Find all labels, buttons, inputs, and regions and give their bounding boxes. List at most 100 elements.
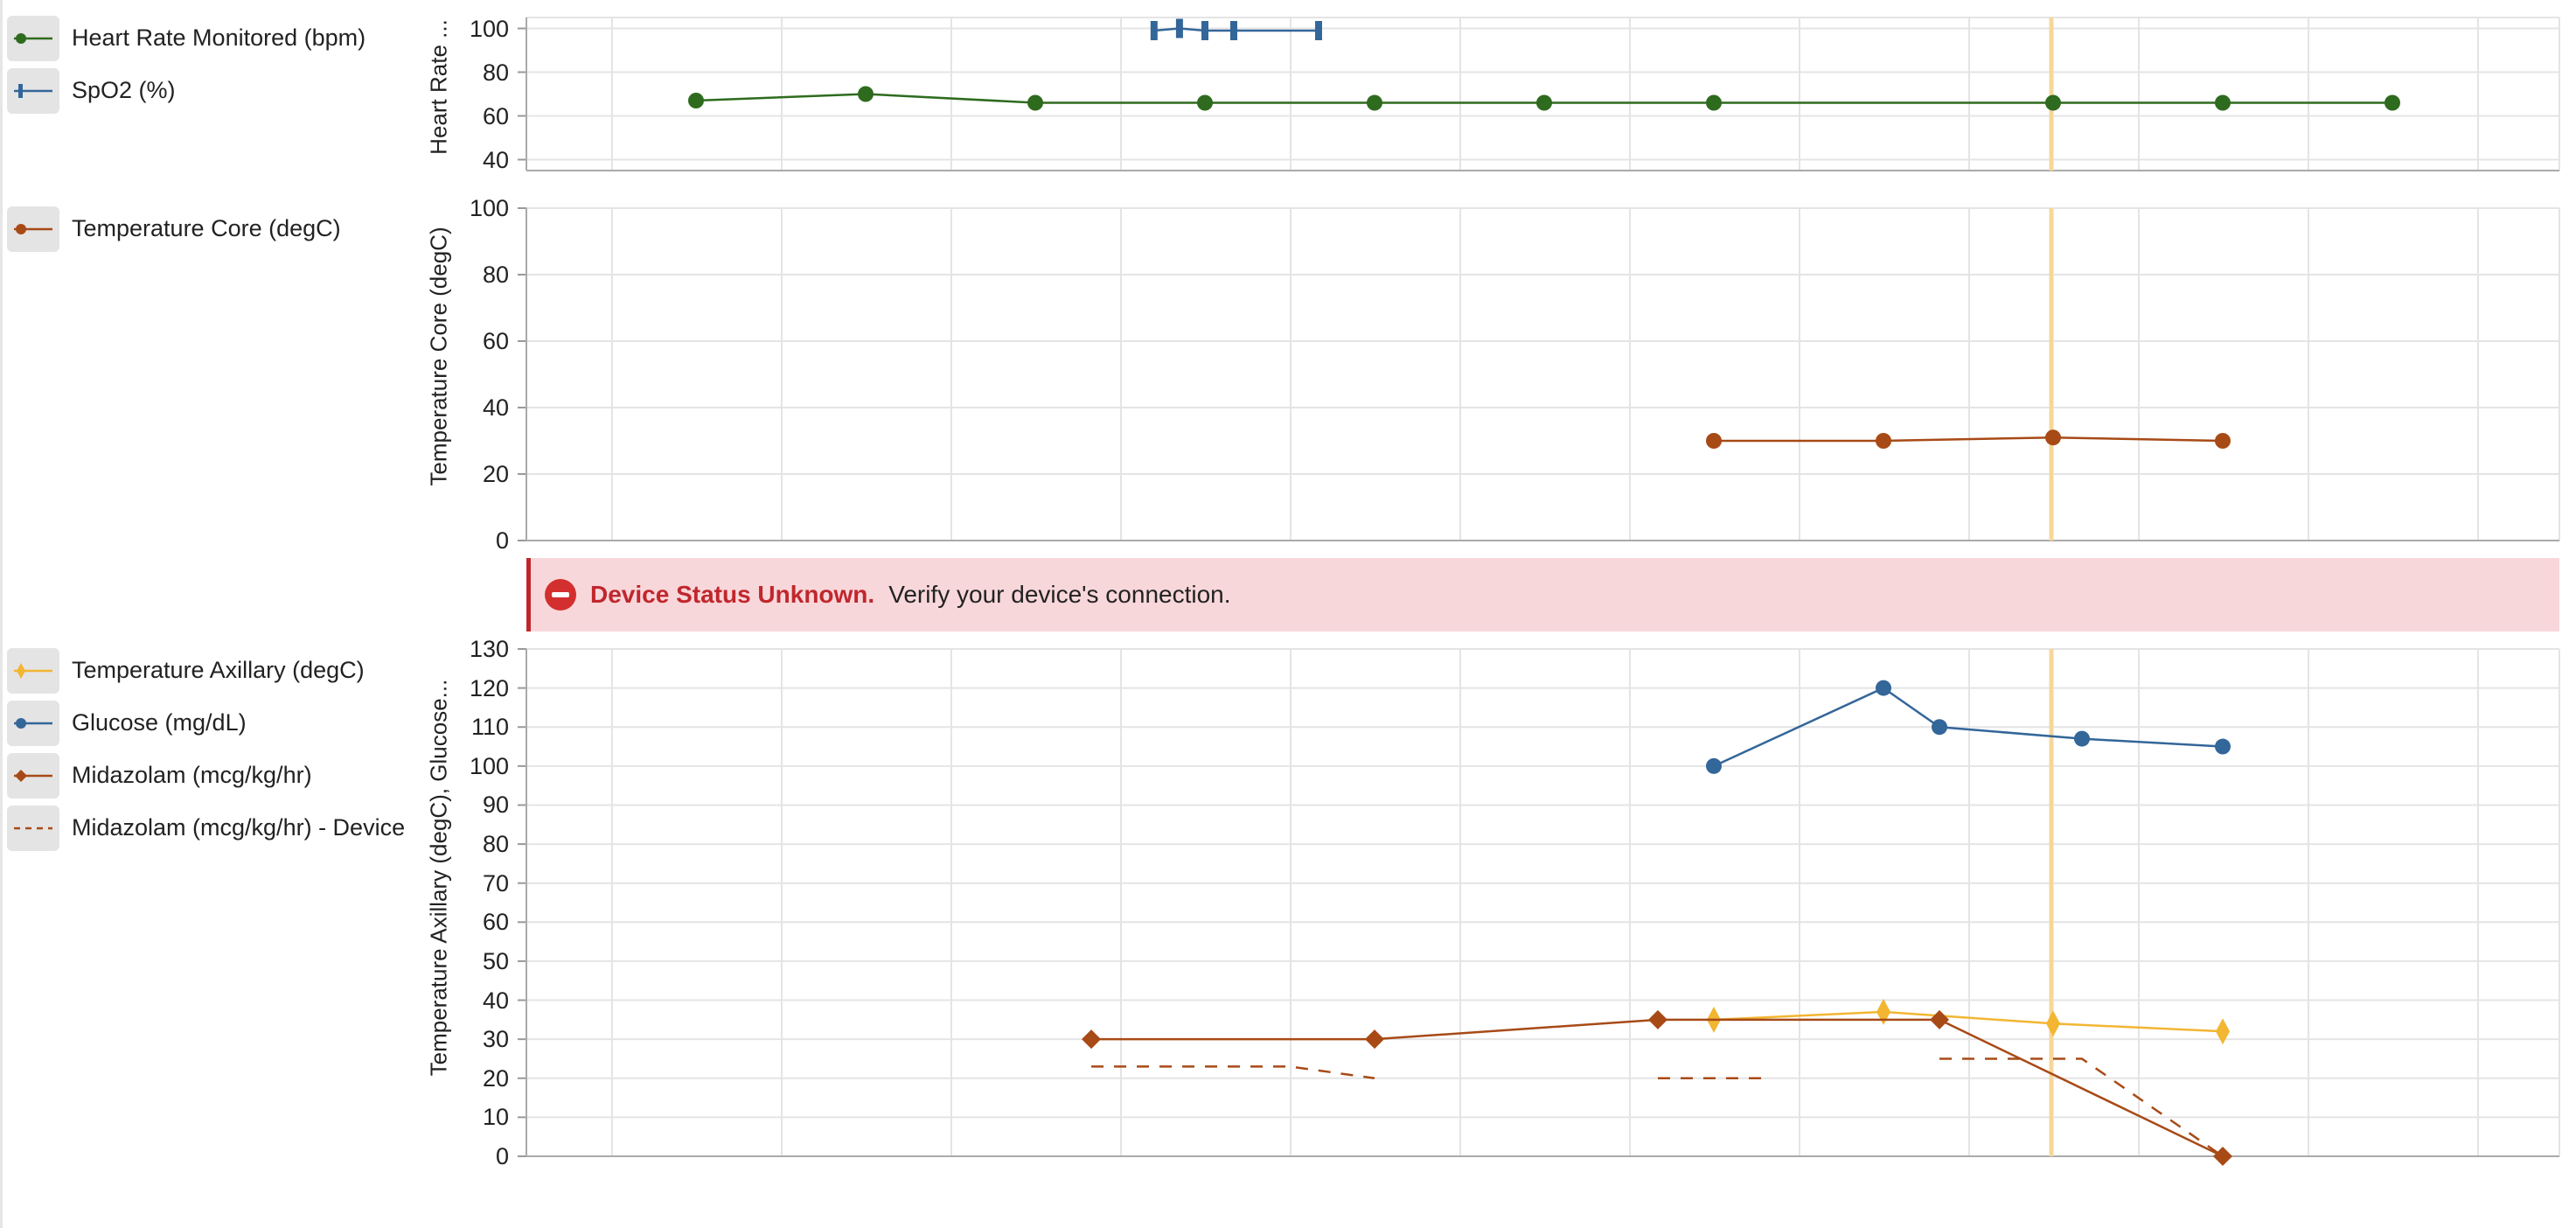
y-tick-label: 60 <box>482 102 509 129</box>
data-point <box>1706 433 1722 449</box>
legend-axillary-glucose-midazolam: Temperature Axillary (degC) Glucose (mg/d… <box>7 648 409 858</box>
legend-label: Temperature Core (degC) <box>72 215 341 241</box>
series-temperature-core-degc- <box>1706 429 2231 449</box>
legend-heart-spo2: Heart Rate Monitored (bpm) SpO2 (%) <box>7 16 409 121</box>
y-tick-label: 100 <box>469 195 509 221</box>
legend-label: SpO2 (%) <box>72 77 176 103</box>
line-bar-icon <box>7 68 59 114</box>
data-point <box>2045 94 2061 111</box>
data-point <box>2216 1018 2230 1045</box>
dashed-line-icon <box>7 806 59 851</box>
data-point <box>1229 21 1237 40</box>
line-circle-icon <box>7 206 59 252</box>
series-line <box>1714 436 2224 443</box>
data-point <box>1367 94 1382 111</box>
data-point <box>2215 94 2231 111</box>
series-line <box>695 93 2392 104</box>
series-dashed-segment <box>1091 1065 1375 1080</box>
series-spo2- <box>1150 18 1322 40</box>
y-tick-label: 60 <box>482 909 509 936</box>
y-tick-label: 80 <box>482 831 509 858</box>
series-temperature-axillary-degc- <box>1707 998 2230 1045</box>
data-point <box>1175 18 1183 38</box>
data-point <box>1150 21 1158 40</box>
y-tick-label: 90 <box>482 792 509 819</box>
data-point <box>1876 998 1890 1025</box>
y-tick-label: 80 <box>482 59 509 86</box>
data-point <box>1082 1029 1102 1050</box>
line-circle-icon <box>7 16 59 61</box>
left-edge-rule <box>0 0 3 1228</box>
legend-label: Heart Rate Monitored (bpm) <box>72 24 366 51</box>
device-status-banner: Device Status Unknown. Verify your devic… <box>526 558 2559 631</box>
chart-panel-1 <box>518 207 2560 541</box>
legend-item[interactable]: Midazolam (mcg/kg/hr) <box>7 753 409 799</box>
series-glucose-mg-dl- <box>1706 680 2231 774</box>
data-point <box>1197 94 1213 111</box>
data-point <box>1930 1009 1950 1029</box>
data-point <box>2045 429 2061 446</box>
data-point <box>1201 21 1208 40</box>
series-dashed-segment <box>1939 1057 2224 1158</box>
legend-item[interactable]: Temperature Axillary (degC) <box>7 648 409 694</box>
legend-label: Midazolam (mcg/kg/hr) - Device <box>72 814 406 841</box>
y-tick-label: 110 <box>470 714 509 741</box>
line-thin-diamond-icon <box>7 648 59 694</box>
y-tick-label: 10 <box>482 1104 509 1131</box>
banner-title: Device Status Unknown. <box>590 581 875 608</box>
series-midazolam-mcg-kg-hr- <box>1082 1009 2232 1166</box>
data-point <box>1027 94 1043 111</box>
y-tick-label: 40 <box>482 394 509 421</box>
y-tick-label: 0 <box>495 527 509 554</box>
y-tick-label: 40 <box>482 146 509 173</box>
series-line <box>1713 1010 2224 1033</box>
y-tick-label: 100 <box>469 752 509 779</box>
y-tick-label: 130 <box>469 636 509 662</box>
line-circle-icon <box>7 701 59 746</box>
data-point <box>858 86 874 102</box>
data-point <box>1706 757 1722 774</box>
data-point <box>2213 1147 2232 1166</box>
data-point <box>2073 730 2090 747</box>
y-tick-label: 80 <box>482 262 509 288</box>
legend-label: Glucose (mg/dL) <box>72 709 247 736</box>
minus-circle-icon <box>545 579 576 611</box>
series-heart-rate-monitored-bpm- <box>688 86 2400 111</box>
legend-item[interactable]: Temperature Core (degC) <box>7 206 409 252</box>
data-point <box>2215 738 2231 755</box>
legend-item[interactable]: Glucose (mg/dL) <box>7 701 409 746</box>
data-point <box>1314 21 1322 40</box>
data-point <box>1932 719 1948 736</box>
y-tick-label: 70 <box>482 869 509 897</box>
chart-panel-2 <box>518 648 2560 1166</box>
chart-panel-0 <box>518 17 2560 171</box>
y-tick-label: 20 <box>482 461 509 487</box>
data-point <box>1706 94 1722 111</box>
data-point <box>2046 1010 2060 1037</box>
y-tick-label: 40 <box>482 987 509 1014</box>
data-point <box>1365 1029 1384 1050</box>
y-tick-label: 30 <box>482 1026 509 1053</box>
data-point <box>2215 433 2231 449</box>
y-tick-label: 100 <box>469 15 509 42</box>
legend-label: Temperature Axillary (degC) <box>72 657 365 683</box>
legend-label: Midazolam (mcg/kg/hr) <box>72 762 312 788</box>
legend-item[interactable]: SpO2 (%) <box>7 68 409 114</box>
data-point <box>688 93 704 108</box>
y-tick-label: 120 <box>469 674 509 701</box>
legend-item[interactable]: Heart Rate Monitored (bpm) <box>7 16 409 61</box>
line-diamond-icon <box>7 753 59 799</box>
y-tick-label: 50 <box>482 947 509 974</box>
data-point <box>1876 680 1891 696</box>
legend-temp-core: Temperature Core (degC) <box>7 206 409 259</box>
data-point <box>1876 433 1891 449</box>
legend-item[interactable]: Midazolam (mcg/kg/hr) - Device <box>7 806 409 851</box>
data-point <box>2385 94 2400 111</box>
banner-message: Verify your device's connection. <box>888 581 1231 608</box>
y-tick-label: 60 <box>482 328 509 354</box>
data-point <box>1536 94 1552 111</box>
y-tick-label: 0 <box>495 1143 509 1169</box>
data-point <box>1647 1009 1667 1029</box>
series-midazolam-mcg-kg-hr-device <box>1091 1057 2224 1158</box>
